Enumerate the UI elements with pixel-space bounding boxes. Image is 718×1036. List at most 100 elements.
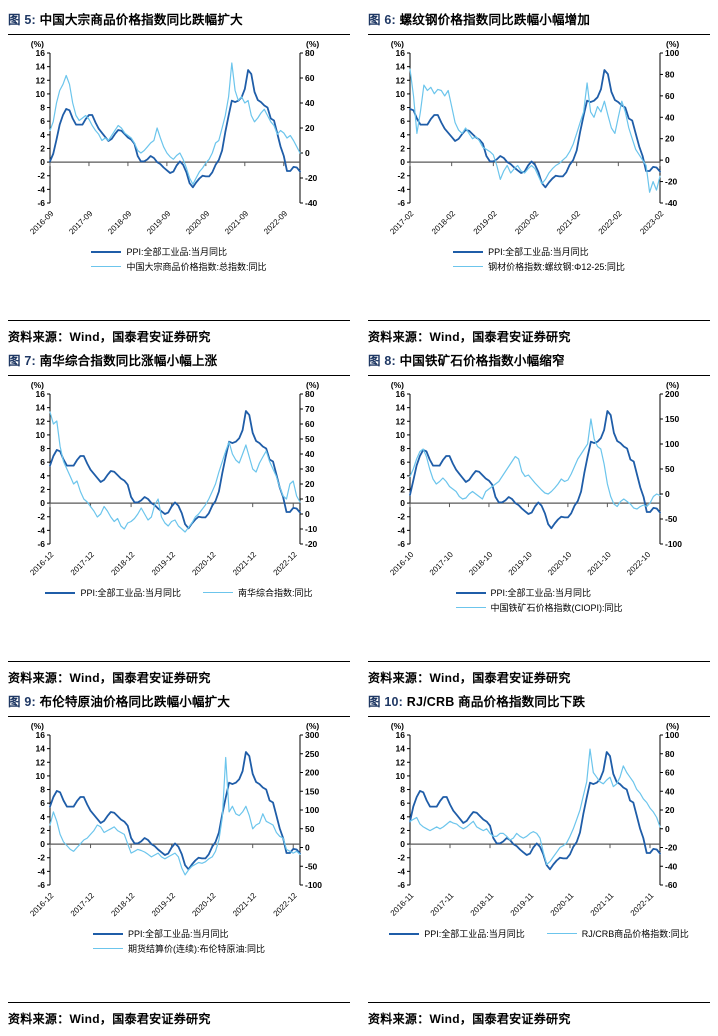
svg-text:0: 0 [400,839,405,849]
svg-text:20: 20 [305,123,315,133]
ppi-series-line [409,751,661,871]
figure-number: 图 7: [8,354,36,368]
svg-text:4: 4 [40,130,45,140]
secondary-line-marker [91,266,122,267]
figure-title-text: 南华综合指数同比涨幅小幅上涨 [39,354,218,368]
svg-text:100: 100 [305,805,319,815]
figure-title-text: 中国大宗商品价格指数同比跌幅扩大 [39,13,243,27]
secondary-series-line [409,748,661,865]
figure-cell-10: 图 10: RJ/CRB 商品价格指数同比下跌 (%) (%) -6 -4 -2 0 2 4 6… [368,688,710,1029]
svg-text:-4: -4 [37,866,45,876]
source-rule [8,661,350,662]
figure-number: 图 5: [8,13,36,27]
secondary-line-marker [455,607,486,608]
svg-text:-2: -2 [397,512,405,522]
svg-text:-4: -4 [37,525,45,535]
svg-text:4: 4 [40,812,45,822]
line-chart-figure8: (%) (%) -6 -4 -2 0 2 4 6 8 10 12 14 16 -100 -50 0 50 100 15… [388,380,682,578]
svg-text:2021-12: 2021-12 [231,550,259,578]
svg-text:-6: -6 [397,880,405,890]
svg-text:-4: -4 [37,184,45,194]
svg-text:80: 80 [305,48,315,58]
figure-title: 图 9: 布伦特原油价格同比跌幅小幅扩大 [8,688,350,710]
svg-text:80: 80 [305,389,315,399]
svg-text:250: 250 [305,749,319,759]
legend-label: 期货结算价(连续):布伦特原油:同比 [128,944,265,954]
figure-title-text: 中国铁矿石价格指数小幅缩窄 [399,354,565,368]
svg-text:(%): (%) [306,721,319,731]
svg-text:200: 200 [305,768,319,778]
svg-text:40: 40 [305,449,315,459]
ppi-line-marker [455,591,486,594]
figure-title: 图 10: RJ/CRB 商品价格指数同比下跌 [368,688,710,710]
legend-item: PPI:全部工业品:当月同比 [91,245,227,258]
svg-text:2022-11: 2022-11 [629,891,656,918]
svg-text:(%): (%) [391,380,404,390]
svg-text:-100: -100 [665,539,682,549]
svg-text:0: 0 [400,498,405,508]
svg-text:2: 2 [40,825,45,835]
svg-text:8: 8 [40,444,45,454]
svg-text:14: 14 [396,744,406,754]
svg-text:14: 14 [36,403,46,413]
legend-label: PPI:全部工业品:当月同比 [128,929,229,939]
svg-text:16: 16 [36,389,46,399]
svg-text:100: 100 [665,48,679,58]
legend-item: PPI:全部工业品:当月同比 [455,586,592,599]
figure-title: 图 8: 中国铁矿石价格指数小幅缩窄 [368,347,710,369]
source-label: 资料来源：Wind，国泰君安证券研究 [368,1012,571,1026]
legend-label: PPI:全部工业品:当月同比 [490,588,592,598]
ppi-series-line [49,69,301,189]
svg-text:-40: -40 [305,198,318,208]
legend-item: 中国铁矿石价格指数(CIOPI):同比 [455,601,623,614]
secondary-series-line [49,62,301,185]
figure-cell-9: 图 9: 布伦特原油价格同比跌幅小幅扩大 (%) (%) -6 -4 -2 0 2 4 6 8 10… [8,688,350,1029]
legend-label: 中国铁矿石价格指数(CIOPI):同比 [490,603,623,613]
svg-text:8: 8 [40,103,45,113]
legend-label: 南华综合指数:同比 [238,588,313,598]
svg-text:-2: -2 [397,853,405,863]
secondary-series-line [409,418,661,510]
chart-wrap: (%) (%) -6 -4 -2 0 2 4 6 8 10 12 14 16 -100 -50 0 50 100 15… [8,719,350,927]
secondary-series-line [49,756,301,876]
svg-text:2018-09: 2018-09 [106,209,134,237]
figure-title: 图 7: 南华综合指数同比涨幅小幅上涨 [8,347,350,369]
svg-text:2016-09: 2016-09 [28,209,56,237]
figure-cell-5: 图 5: 中国大宗商品价格指数同比跌幅扩大 (%) (%) -6 -4 -2 0 2 4 6 8 1… [8,6,350,347]
svg-text:2: 2 [400,825,405,835]
svg-text:2021-09: 2021-09 [223,209,251,237]
svg-text:2017-09: 2017-09 [67,209,95,237]
source-rule [8,1002,350,1003]
svg-text:2018-02: 2018-02 [430,209,458,237]
svg-text:-40: -40 [665,861,678,871]
legend-label: 钢材价格指数:螺纹钢:Φ12-25:同比 [488,262,625,272]
svg-text:-20: -20 [665,177,678,187]
svg-text:30: 30 [305,464,315,474]
svg-text:10: 10 [36,771,46,781]
svg-text:(%): (%) [306,380,319,390]
svg-text:40: 40 [305,98,315,108]
svg-text:10: 10 [36,89,46,99]
svg-text:14: 14 [36,62,46,72]
svg-text:10: 10 [396,430,406,440]
svg-text:2018-11: 2018-11 [469,891,496,918]
source-label: 资料来源：Wind，国泰君安证券研究 [8,330,211,344]
source-label: 资料来源：Wind，国泰君安证券研究 [8,1012,211,1026]
chart-legend: PPI:全部工业品:当月同比 中国大宗商品价格指数:总指数:同比 [8,245,350,273]
svg-text:0: 0 [665,824,670,834]
svg-text:2017-12: 2017-12 [69,550,97,578]
svg-text:-50: -50 [665,514,678,524]
chart-legend: PPI:全部工业品:当月同比期货结算价(连续):布伦特原油:同比 [8,927,350,955]
legend-item: PPI:全部工业品:当月同比 [93,927,229,940]
svg-text:8: 8 [400,103,405,113]
chart-wrap: (%) (%) -6 -4 -2 0 2 4 6 8 10 12 14 16 -60 -40 -20 0 20 40 6… [368,719,710,927]
svg-text:2021-10: 2021-10 [586,550,614,578]
svg-text:12: 12 [396,416,406,426]
line-chart-figure9: (%) (%) -6 -4 -2 0 2 4 6 8 10 12 14 16 -100 -50 0 50 100 15… [28,721,322,918]
svg-text:80: 80 [665,69,675,79]
svg-text:2: 2 [400,143,405,153]
svg-text:2022-02: 2022-02 [597,209,625,237]
figure-cell-7: 图 7: 南华综合指数同比涨幅小幅上涨 (%) (%) -6 -4 -2 0 2 4 6 8 10 1… [8,347,350,688]
legend-stack: PPI:全部工业品:当月同比 中国大宗商品价格指数:总指数:同比 [91,245,267,273]
source-rule [368,320,710,321]
